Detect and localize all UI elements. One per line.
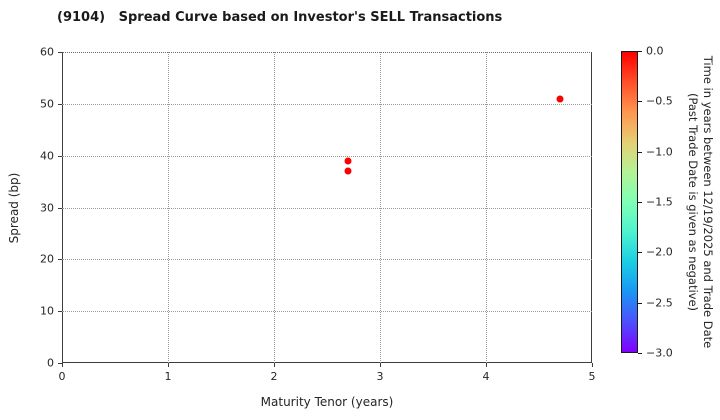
x-tick-mark [274,363,275,367]
y-gridline [62,155,592,157]
colorbar-tick-label: −2.5 [646,296,673,310]
y-tick-mark [58,363,62,364]
colorbar-tick-mark [638,151,642,153]
y-tick-label: 30 [40,201,54,214]
x-tick-mark [486,363,487,367]
x-tick-mark [380,363,381,367]
y-gridline [62,311,592,313]
x-gridline [380,52,381,363]
colorbar-tick-mark [638,101,642,103]
x-tick-mark [592,363,593,367]
x-tick-label: 5 [588,370,596,383]
x-tick-label: 4 [482,370,490,383]
colorbar-label: Time in years between 12/19/2025 and Tra… [685,32,715,372]
y-tick-mark [58,207,62,209]
data-point [556,95,564,103]
y-tick-mark [58,311,62,313]
y-tick-mark [58,103,62,105]
x-tick-label: 1 [164,370,172,383]
colorbar-tick-label: −3.0 [646,346,673,360]
colorbar-tick-label: −1.0 [646,145,673,159]
colorbar-tick-label: −0.5 [646,94,673,108]
y-axis-label: Spread (bp) [7,172,21,244]
colorbar-tick-mark [638,302,642,304]
data-point [344,167,352,175]
y-gridline [62,259,592,261]
y-tick-mark [58,259,62,261]
x-gridline [168,52,169,363]
colorbar-tick-mark [638,202,642,203]
colorbar-tick-label: 0.0 [646,44,664,58]
colorbar-gradient [621,51,638,353]
y-tick-label: 60 [40,45,54,59]
y-gridline [62,103,592,105]
y-gridline [62,207,592,209]
y-tick-label: 20 [40,252,54,266]
colorbar-tick-mark [638,252,642,254]
x-tick-mark [62,363,63,367]
colorbar-tick-mark [638,353,642,354]
x-tick-mark [168,363,169,367]
colorbar-label-line2: (Past Trade Date is given as negative) [686,92,700,312]
colorbar-label-line1: Time in years between 12/19/2025 and Tra… [701,55,715,349]
x-axis-label: Maturity Tenor (years) [260,395,394,409]
colorbar-tick-label: −2.0 [646,245,673,259]
x-tick-label: 2 [270,370,278,383]
colorbar-tick-label: −1.5 [646,195,673,209]
x-gridline [274,52,275,363]
y-tick-label: 40 [40,149,54,163]
y-tick-label: 50 [40,97,54,111]
x-gridline [486,52,487,363]
x-tick-label: 0 [58,370,66,383]
colorbar-tick-mark [638,51,642,52]
y-tick-mark [58,52,62,53]
chart-title: (9104) Spread Curve based on Investor's … [57,10,503,25]
y-tick-mark [58,155,62,157]
y-tick-label: 10 [40,304,54,318]
y-tick-label: 0 [47,356,54,370]
x-tick-label: 3 [376,370,384,383]
data-point [344,157,352,165]
